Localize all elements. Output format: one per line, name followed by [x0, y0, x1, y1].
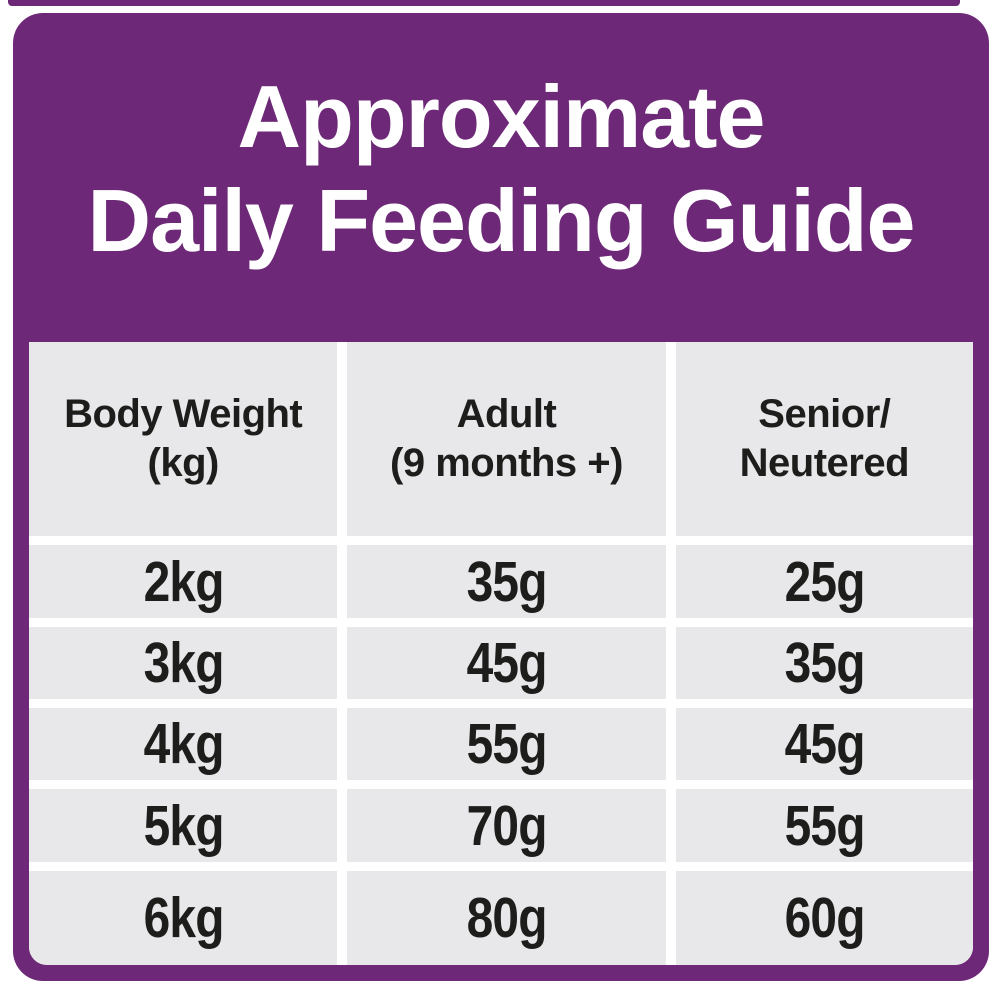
cell-value: 25g [784, 549, 865, 614]
column-header-adult: Adult (9 months +) [347, 342, 666, 537]
cell-value: 4kg [143, 712, 224, 777]
table-cell-weight: 2kg [29, 545, 338, 618]
column-header-senior-neutered: Senior/ Neutered [675, 342, 973, 537]
cell-value: 60g [784, 885, 865, 950]
cell-value: 45g [784, 712, 865, 777]
column-header-line: Body Weight [64, 392, 303, 437]
cell-value: 70g [466, 793, 547, 858]
cell-value: 35g [784, 630, 865, 695]
cell-value: 80g [466, 885, 547, 950]
cell-value: 55g [784, 793, 865, 858]
table-cell-weight: 5kg [29, 789, 338, 862]
column-header-body-weight: Body Weight (kg) [29, 342, 338, 537]
column-header-line: Neutered [739, 441, 910, 486]
table-cell-weight: 3kg [29, 626, 338, 700]
column-header-line: Adult [456, 392, 557, 437]
table-cell-adult: 55g [347, 708, 666, 781]
table-cell-adult: 35g [347, 545, 666, 618]
table-cell-senior: 55g [675, 789, 973, 862]
cell-value: 35g [466, 549, 547, 614]
column-header-line: (9 months +) [390, 441, 623, 486]
cell-value: 55g [466, 712, 547, 777]
feeding-table: Body Weight (kg) Adult (9 months +) Seni… [29, 342, 973, 965]
page-title: Approximate Daily Feeding Guide [13, 65, 989, 273]
table-cell-senior: 60g [675, 870, 973, 965]
column-header-line: Senior/ [758, 392, 891, 437]
top-graphic-remnant [8, 0, 960, 6]
table-cell-senior: 45g [675, 708, 973, 781]
cell-value: 5kg [143, 793, 224, 858]
table-cell-adult: 70g [347, 789, 666, 862]
table-cell-weight: 6kg [29, 870, 338, 965]
title-line-1: Approximate [237, 67, 766, 166]
cell-value: 45g [466, 630, 547, 695]
table-cell-adult: 45g [347, 626, 666, 700]
cell-value: 2kg [143, 549, 224, 614]
table-cell-adult: 80g [347, 870, 666, 965]
cell-value: 3kg [143, 630, 224, 695]
table-cell-senior: 35g [675, 626, 973, 700]
feeding-guide-card: Approximate Daily Feeding Guide Body Wei… [13, 13, 989, 981]
column-header-line: (kg) [147, 441, 220, 486]
title-line-2: Daily Feeding Guide [87, 171, 916, 270]
table-cell-senior: 25g [675, 545, 973, 618]
cell-value: 6kg [143, 885, 224, 950]
table-cell-weight: 4kg [29, 708, 338, 781]
